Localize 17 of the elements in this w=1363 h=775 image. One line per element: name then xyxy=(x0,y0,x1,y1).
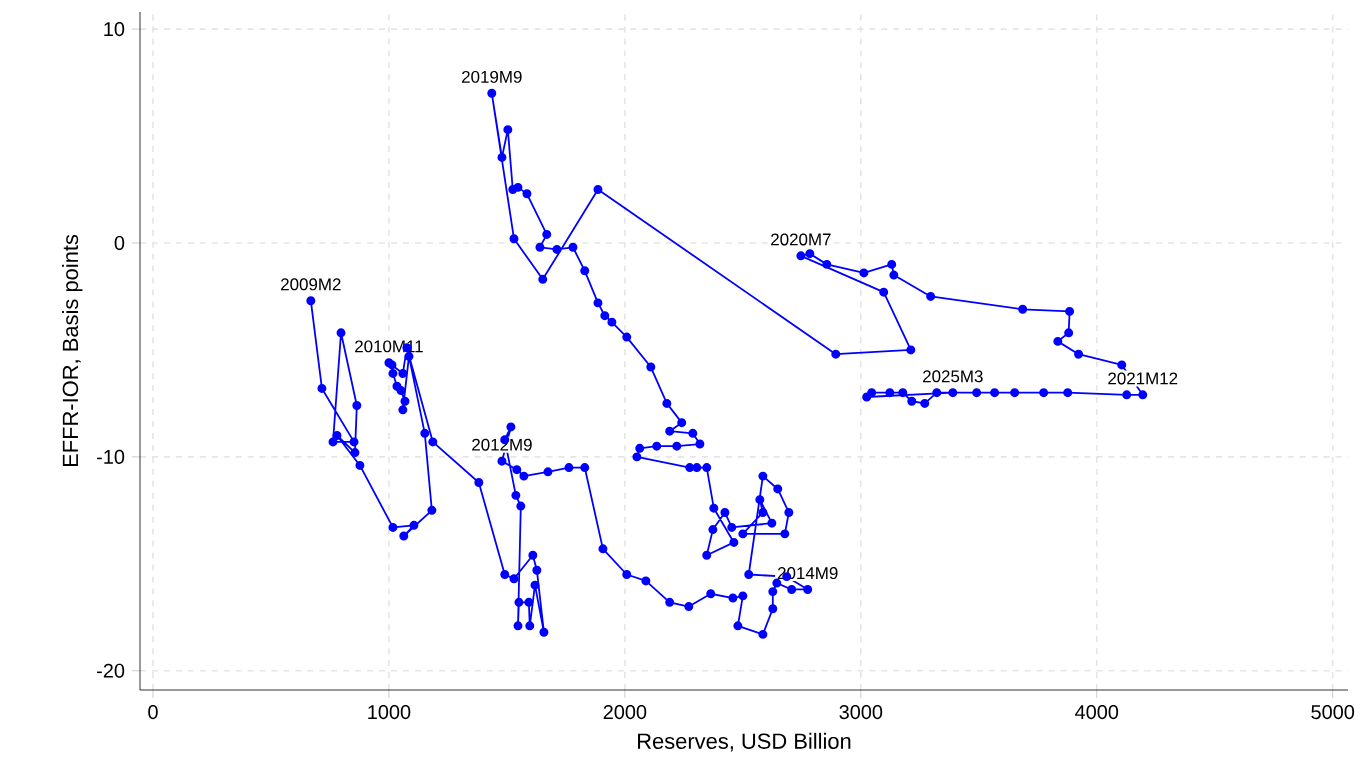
annotation: 2020M7 xyxy=(771,233,831,246)
x-tick-label: 5000 xyxy=(1311,705,1355,720)
annotation: 2021M12 xyxy=(1108,372,1178,385)
y-tick-label: 0 xyxy=(114,235,125,251)
y-axis-title: EFFR-IOR, Basis points xyxy=(62,234,83,467)
x-tick-label: 1000 xyxy=(368,705,411,720)
y-tick-label: 10 xyxy=(104,22,125,37)
x-tick-label: 4000 xyxy=(1075,705,1119,720)
annotation: 2019M9 xyxy=(462,70,522,83)
y-tick-label: -10 xyxy=(97,449,125,464)
annotation: 2025M3 xyxy=(923,370,983,383)
annotation: 2009M2 xyxy=(281,278,341,291)
x-tick-label: 0 xyxy=(148,705,158,720)
y-tick-label: -20 xyxy=(97,663,125,678)
x-tick-label: 2000 xyxy=(603,705,647,720)
x-tick-label: 3000 xyxy=(839,705,883,720)
x-axis-title: Reserves, USD Billion xyxy=(638,732,851,752)
